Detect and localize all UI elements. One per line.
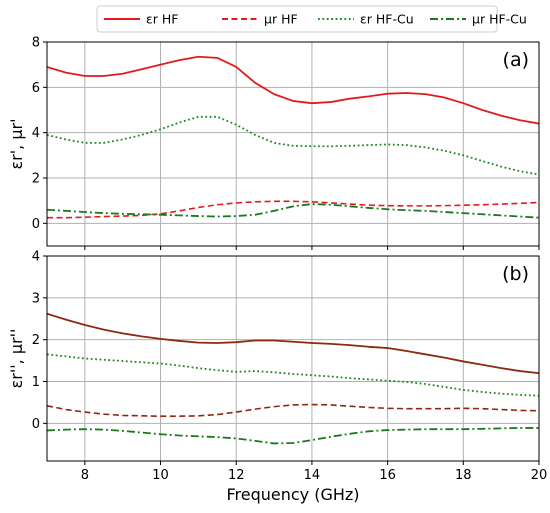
legend-label: εr HF-Cu	[360, 12, 414, 27]
series-line-3	[47, 353, 539, 397]
y-tick-label: 6	[32, 81, 40, 96]
y-tick-label: 2	[32, 333, 40, 348]
panel-label: (b)	[502, 263, 529, 285]
series-line-4	[47, 427, 539, 445]
legend-label: μr HF	[264, 12, 298, 27]
y-tick-label: 1	[32, 375, 40, 390]
x-tick-label: 16	[379, 468, 396, 483]
x-tick-label: 20	[531, 468, 548, 483]
y-axis-label: εr', μr'	[7, 119, 26, 170]
series-line-2	[47, 403, 539, 418]
series-line-4	[47, 203, 539, 219]
y-tick-label: 2	[32, 172, 40, 187]
series-line-1	[47, 55, 539, 125]
panel-label: (a)	[503, 49, 529, 71]
series-line-2	[47, 200, 539, 219]
y-tick-label: 3	[32, 291, 40, 306]
legend-box	[96, 5, 498, 33]
x-tick-label: 8	[81, 468, 89, 483]
x-tick-label: 12	[228, 468, 245, 483]
x-tick-label: 10	[152, 468, 169, 483]
axes-frame	[46, 255, 540, 462]
legend: εr HF μr HF εr HF-Cu μr HF-Cu	[96, 5, 527, 33]
panel-a: 0 2 4 6 8 (a) εr', μr'	[7, 36, 540, 250]
y-tick-label: 4	[32, 250, 40, 265]
y-tick-label: 0	[32, 417, 40, 432]
x-axis-label: Frequency (GHz)	[226, 485, 359, 504]
y-tick-label: 0	[32, 217, 40, 232]
y-axis-label: εr'', μr''	[7, 329, 26, 389]
x-tick-label: 14	[304, 468, 321, 483]
legend-label: εr HF	[146, 12, 178, 27]
series-line-3	[47, 115, 539, 176]
x-tick-label: 18	[455, 468, 472, 483]
y-tick-label: 8	[32, 36, 40, 51]
y-tick-label: 4	[32, 126, 40, 141]
axes-frame	[46, 41, 540, 247]
legend-label: μr HF-Cu	[472, 12, 527, 27]
series-line-1	[47, 312, 539, 375]
